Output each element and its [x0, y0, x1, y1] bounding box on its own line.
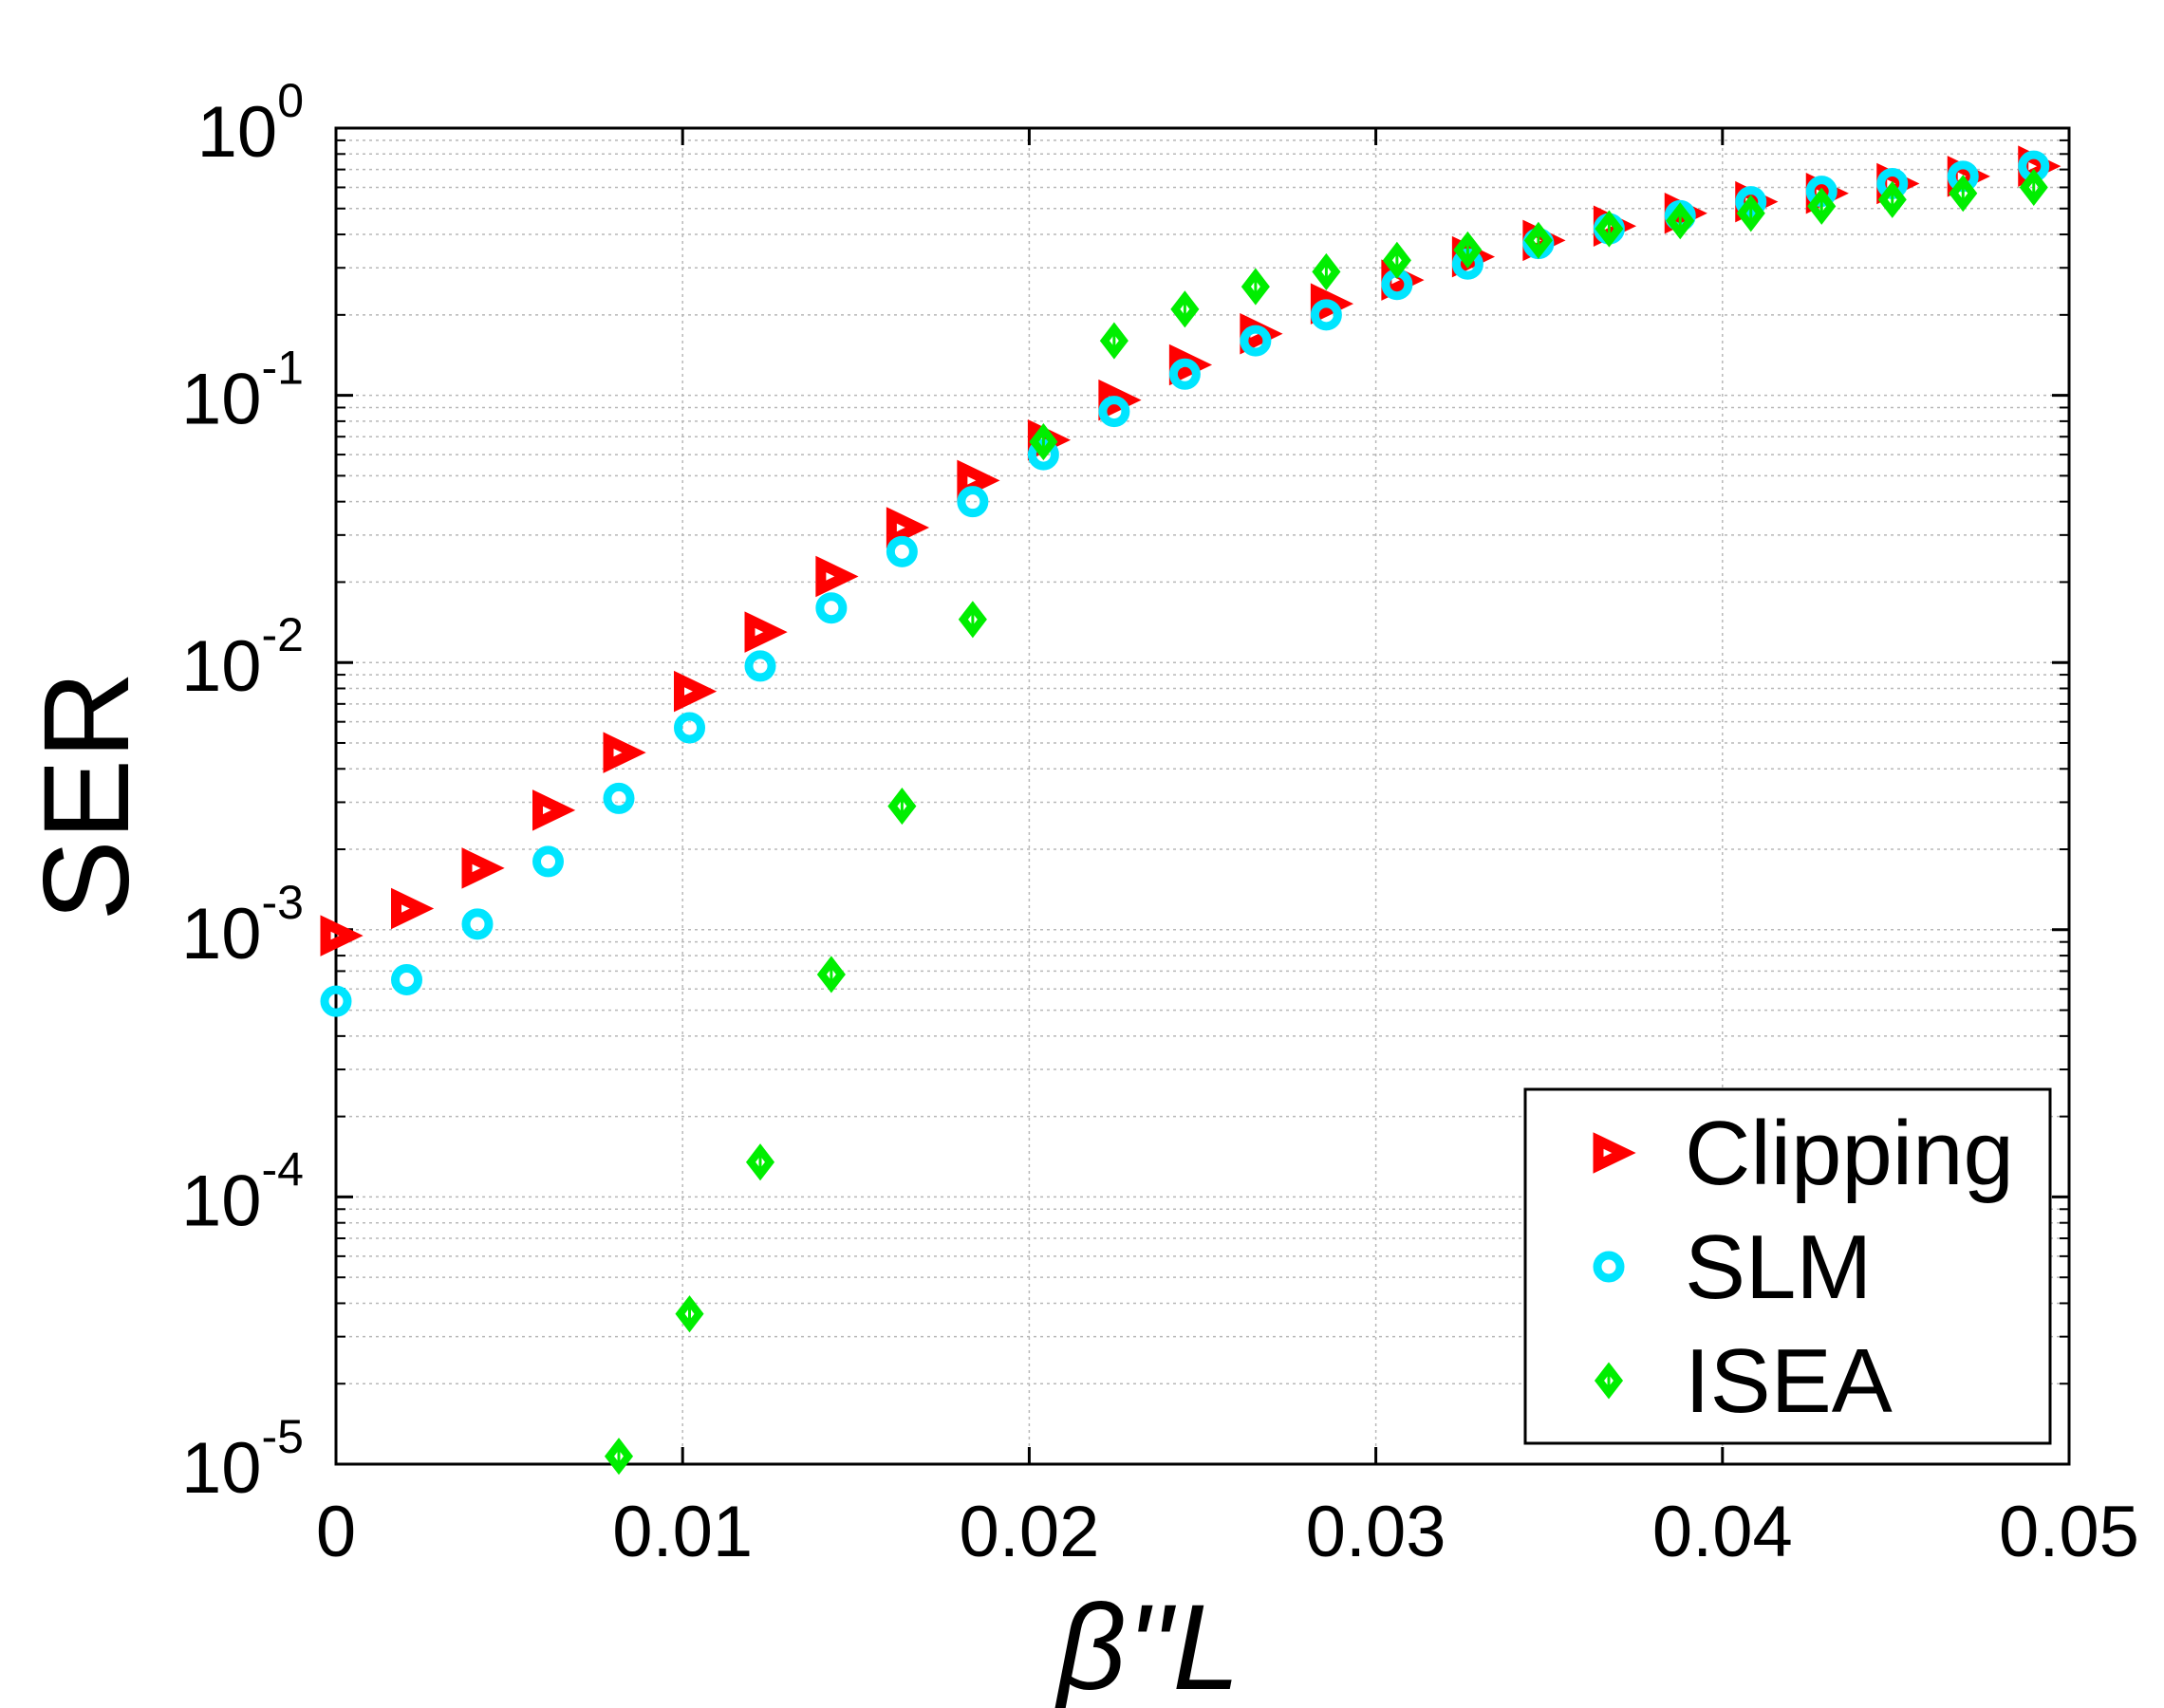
- data-point-clipping: [532, 789, 576, 831]
- y-tick-label: 10-1: [181, 342, 304, 440]
- data-point-isea: [1241, 268, 1270, 306]
- data-point-clipping: [391, 887, 435, 930]
- data-point-slm: [1168, 358, 1201, 390]
- data-point-isea: [1099, 322, 1129, 360]
- data-point-isea: [1949, 175, 1978, 213]
- data-point-isea: [887, 788, 917, 826]
- data-point-clipping: [603, 732, 646, 773]
- data-point-isea: [1170, 290, 1200, 328]
- data-point-isea: [1312, 252, 1341, 290]
- x-tick-label: 0.05: [1999, 1492, 2139, 1572]
- data-point-clipping: [461, 847, 505, 889]
- data-point-isea: [816, 956, 846, 993]
- data-point-slm: [674, 712, 706, 744]
- data-point-slm: [815, 592, 848, 624]
- data-marks: [320, 145, 2061, 1476]
- y-tick-label: 10-2: [181, 608, 304, 707]
- data-point-slm: [1240, 325, 1272, 357]
- legend: Clipping SLM ISEA: [1523, 1087, 2052, 1445]
- data-point-slm: [886, 535, 918, 567]
- y-axis-label: SER: [19, 671, 155, 920]
- data-point-slm: [1310, 299, 1342, 331]
- data-point-slm: [1098, 396, 1130, 428]
- data-point-isea: [1453, 231, 1483, 269]
- legend-label-clipping: Clipping: [1685, 1103, 2014, 1204]
- data-point-slm: [532, 845, 565, 878]
- data-point-slm: [957, 486, 989, 518]
- data-point-isea: [675, 1295, 704, 1333]
- y-tick-label: 100: [197, 74, 304, 173]
- series-isea: [604, 168, 2048, 1476]
- data-point-isea: [1382, 241, 1411, 279]
- y-tick-label: 10-4: [181, 1142, 304, 1241]
- data-point-slm: [461, 908, 494, 940]
- legend-marker-slm: [1593, 1251, 1625, 1283]
- data-point-clipping: [320, 915, 364, 956]
- data-point-isea: [1666, 202, 1695, 240]
- data-point-isea: [1029, 423, 1058, 461]
- data-point-isea: [1595, 210, 1624, 248]
- x-tick-label: 0.02: [959, 1492, 1099, 1572]
- plot-area: [334, 126, 2071, 1466]
- data-point-slm: [320, 985, 352, 1017]
- data-point-slm: [744, 650, 776, 682]
- data-point-clipping: [744, 611, 788, 653]
- data-point-isea: [604, 1438, 634, 1476]
- x-axis-label: β''L: [1053, 1580, 1240, 1708]
- data-point-slm: [603, 782, 635, 814]
- data-point-isea: [1736, 195, 1765, 232]
- data-point-clipping: [886, 507, 930, 548]
- x-tick-label: 0.01: [612, 1492, 753, 1572]
- x-tick-label: 0: [316, 1492, 356, 1572]
- x-tick-label: 0.04: [1652, 1492, 1793, 1572]
- data-point-slm: [391, 963, 423, 995]
- data-point-isea: [2019, 168, 2048, 207]
- x-axis-tick-labels: 0 0.01 0.02 0.03 0.04 0.05: [316, 1492, 2139, 1572]
- legend-label-slm: SLM: [1685, 1216, 1872, 1318]
- data-point-clipping: [815, 555, 859, 598]
- y-tick-label: 10-5: [181, 1410, 304, 1509]
- legend-marker-clipping: [1593, 1132, 1636, 1174]
- x-tick-label: 0.03: [1306, 1492, 1446, 1572]
- data-point-isea: [1807, 187, 1837, 225]
- y-axis-tick-labels: 100 10-1 10-2 10-3 10-4 10-5: [181, 74, 304, 1509]
- axis-ticks: [334, 126, 2071, 1466]
- data-point-clipping: [674, 670, 718, 713]
- legend-marker-isea: [1594, 1362, 1624, 1400]
- data-point-isea: [1523, 221, 1553, 259]
- data-point-isea: [1877, 180, 1907, 218]
- y-tick-label: 10-3: [181, 876, 304, 975]
- data-point-isea: [745, 1143, 775, 1181]
- data-point-isea: [958, 601, 987, 639]
- legend-label-isea: ISEA: [1685, 1330, 1893, 1432]
